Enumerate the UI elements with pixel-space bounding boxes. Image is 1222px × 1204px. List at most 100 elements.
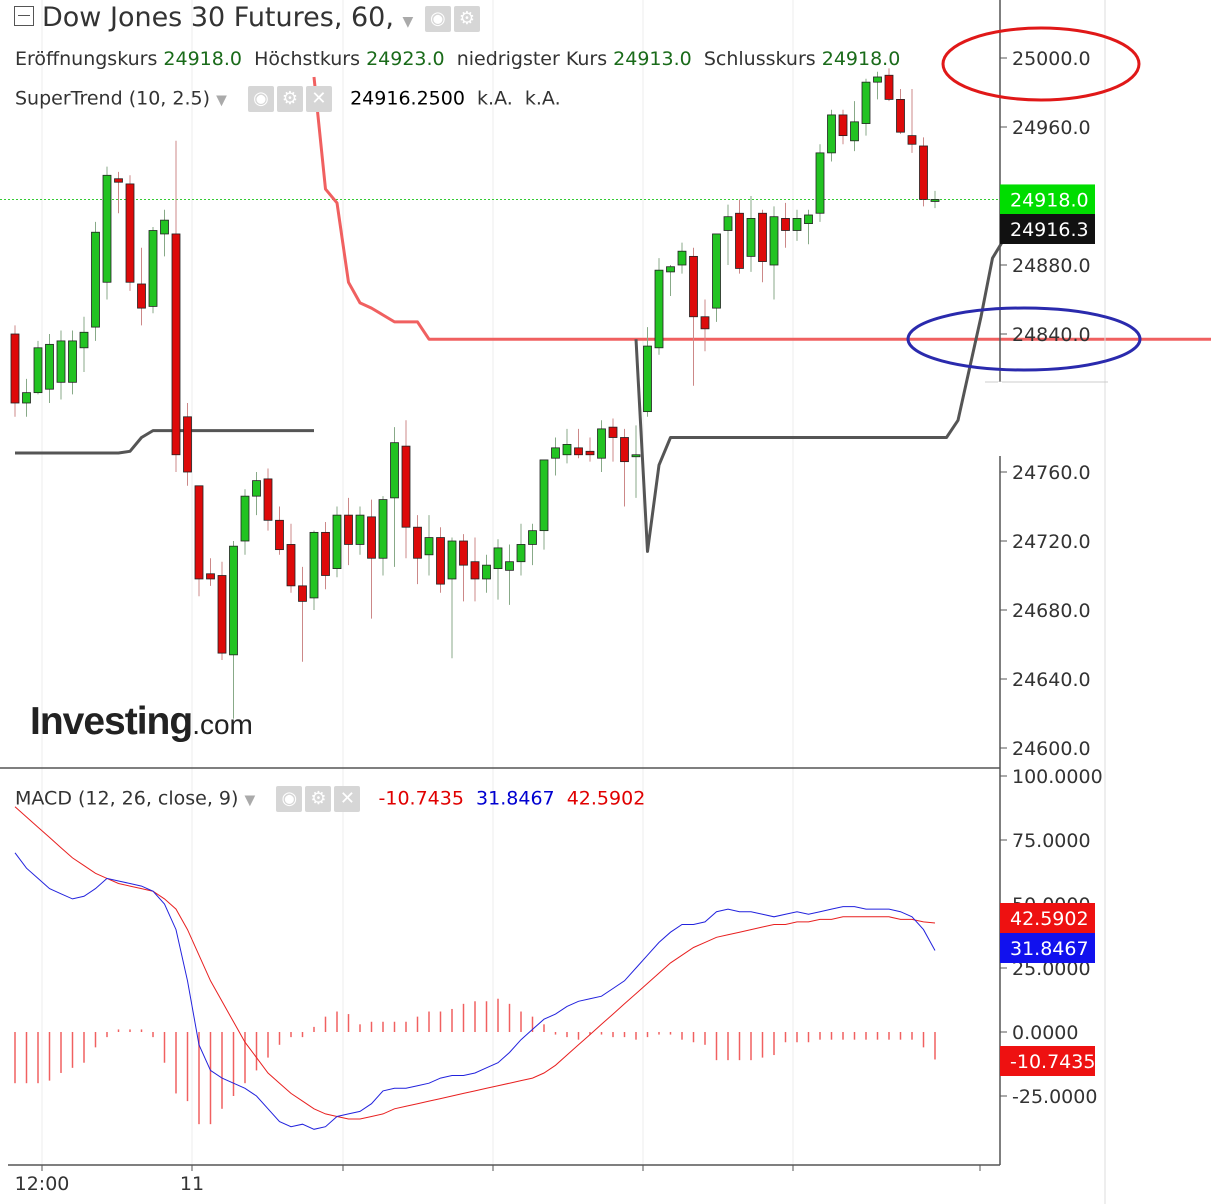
candle-body xyxy=(735,212,744,269)
candle-body xyxy=(930,199,940,202)
candle-body xyxy=(125,183,135,283)
logo-suffix: .com xyxy=(192,709,253,740)
price-axis: 24600.0 24640.0 24680.0 24720.0 24760.0 24840… xyxy=(1000,48,1103,1108)
candle-body xyxy=(229,545,238,656)
supertrend-legend: SuperTrend (10, 2.5) ▼ ◉ ⚙ ✕ 24916.2500 k.… xyxy=(15,86,561,112)
candle-body xyxy=(240,495,250,542)
candle-body xyxy=(68,340,77,383)
price-tick-label: 24880.0 xyxy=(1012,255,1091,277)
macd-tick-label: 0.0000 xyxy=(1012,1022,1078,1044)
price-tick-label: 24840.0 xyxy=(1012,324,1091,346)
macd-signal-label: 42.5902 xyxy=(1010,908,1089,930)
candle-body xyxy=(723,216,733,231)
candle-body xyxy=(447,540,457,580)
macd-line-label-box xyxy=(1000,933,1095,963)
price-tick-label: 24600.0 xyxy=(1012,738,1091,760)
candle-body xyxy=(907,135,917,145)
candle-body xyxy=(10,333,20,404)
macd-eye-icon[interactable]: ◉ xyxy=(276,786,303,812)
macd-pane xyxy=(14,806,936,1130)
supertrend-down-segment xyxy=(312,76,1211,341)
macd-dropdown-icon[interactable]: ▼ xyxy=(244,792,256,809)
candle-body xyxy=(137,283,146,309)
macd-histogram-value: -10.7435 xyxy=(378,787,464,810)
candle-body xyxy=(919,145,928,200)
logo-text: Investing xyxy=(30,700,193,743)
last-value-labels: 24918.0 24916.3 42.5902 31.8467 -10.7435 xyxy=(1000,184,1095,1076)
time-tick-label: 12:00 xyxy=(15,1173,70,1195)
candle-body xyxy=(781,218,790,231)
last-price-label: 24918.0 xyxy=(1010,189,1089,211)
candle-body xyxy=(666,266,675,273)
candle-body xyxy=(367,516,376,559)
candle-body xyxy=(758,212,767,262)
candle-body xyxy=(838,114,848,137)
candle-body xyxy=(298,585,307,602)
candle-body xyxy=(424,537,434,556)
ohlc-high-value: 24923.0 xyxy=(366,48,445,70)
candle-body xyxy=(22,392,31,404)
title-dropdown-icon[interactable]: ▼ xyxy=(402,14,414,30)
price-tick-label: 24640.0 xyxy=(1012,669,1091,691)
candle-body xyxy=(792,218,802,231)
ohlc-close-value: 24918.0 xyxy=(821,48,901,70)
supertrend-dropdown-icon[interactable]: ▼ xyxy=(216,92,227,109)
ohlc-open-label: Eröffnungskurs xyxy=(15,48,158,70)
candle-body xyxy=(597,428,606,459)
candle-body xyxy=(79,331,89,349)
candle-body xyxy=(413,526,422,559)
candle-body xyxy=(505,561,514,571)
candle-body xyxy=(102,174,112,283)
gear-icon[interactable]: ⚙ xyxy=(453,5,480,32)
candle-body xyxy=(608,426,618,438)
annotation-ellipse-red xyxy=(941,26,1141,102)
grid xyxy=(0,0,1000,1165)
candle-body xyxy=(263,478,273,521)
candle-body xyxy=(252,480,261,497)
ohlc-high-label: Höchstkurs xyxy=(254,48,361,70)
candle-body xyxy=(33,347,43,394)
supertrend-eye-icon[interactable]: ◉ xyxy=(247,86,274,112)
candle-body xyxy=(91,231,100,328)
macd-tick-label: 25.0000 xyxy=(1012,958,1091,980)
macd-close-icon[interactable]: ✕ xyxy=(334,786,361,812)
supertrend-gear-icon[interactable]: ⚙ xyxy=(276,86,303,112)
collapse-toggle-icon[interactable] xyxy=(14,5,34,26)
supertrend-close-icon[interactable]: ✕ xyxy=(305,86,332,112)
price-tick-label: 24720.0 xyxy=(1012,531,1091,553)
supertrend-extra-2: k.A. xyxy=(524,87,561,110)
macd-histogram-label: -10.7435 xyxy=(1010,1051,1095,1073)
candle-body xyxy=(206,573,215,580)
candle-body xyxy=(194,485,204,580)
supertrend-value: 24916.2500 xyxy=(350,87,465,110)
candle-body xyxy=(45,343,54,390)
ohlc-row: Eröffnungskurs 24918.0 Höchstkurs 24923.… xyxy=(15,48,900,70)
candle-body xyxy=(815,152,825,214)
macd-legend: MACD (12, 26, close, 9) ▼ ◉ ⚙ ✕ -10.7435 3… xyxy=(15,786,645,812)
macd-tick-label: 75.0000 xyxy=(1012,830,1091,852)
supertrend-indicator xyxy=(15,76,1211,553)
candle-body xyxy=(654,269,664,349)
annotation-ellipse-blue xyxy=(906,306,1142,372)
candle-body xyxy=(746,218,756,257)
candle-body xyxy=(401,445,411,528)
candle-body xyxy=(700,316,710,330)
time-tick-label: 11 xyxy=(180,1173,204,1195)
price-tick-label: 24680.0 xyxy=(1012,600,1091,622)
candle-body xyxy=(344,514,353,545)
candle-body xyxy=(160,219,169,235)
supertrend-up-segment xyxy=(15,429,314,455)
chart-title-row: Dow Jones 30 Futures, 60, ▼ ◉ ⚙ xyxy=(14,2,480,33)
macd-signal-label-box xyxy=(1000,903,1095,933)
candle-body xyxy=(459,540,468,566)
eye-icon[interactable]: ◉ xyxy=(424,5,451,32)
macd-gear-icon[interactable]: ⚙ xyxy=(305,786,332,812)
price-tick-label: 25000.0 xyxy=(1012,48,1091,70)
candlestick-series xyxy=(10,68,940,719)
candle-body xyxy=(861,81,871,124)
candle-body xyxy=(539,459,549,532)
price-tick-label: 24960.0 xyxy=(1012,117,1091,139)
candle-body xyxy=(620,437,629,463)
candle-body xyxy=(850,121,859,142)
